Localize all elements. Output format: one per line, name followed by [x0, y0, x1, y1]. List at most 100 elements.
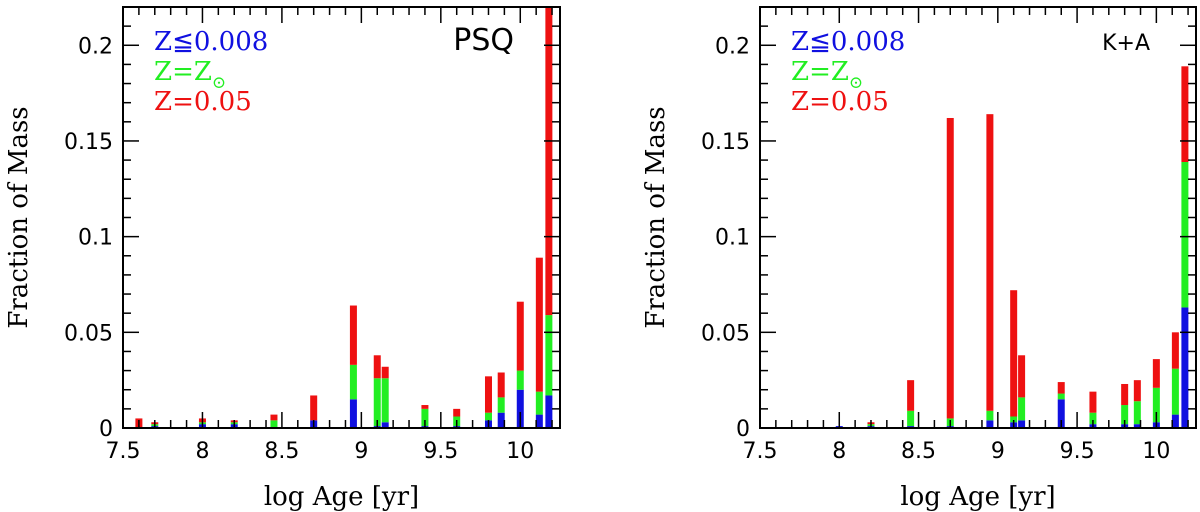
bar-solar	[1181, 162, 1189, 308]
bar-solar	[1018, 397, 1026, 421]
bar-metal-rich	[373, 355, 381, 379]
legend-entry: Z=Z⊙	[791, 57, 863, 93]
x-axis-title: log Age [yr]	[900, 482, 1055, 512]
bar-metal-rich	[1181, 66, 1189, 163]
bar-metal-rich	[497, 372, 505, 398]
legend-entry-text: Z=Z	[154, 57, 212, 87]
bar-metal-poor	[986, 420, 994, 428]
bar-metal-poor	[349, 399, 357, 428]
bar-metal-rich	[1133, 380, 1141, 402]
bar-metal-rich	[1018, 355, 1026, 398]
bar-solar	[986, 410, 994, 421]
legend-entry-text: Z=0.05	[791, 87, 889, 117]
legend-entry-text: Z≦0.008	[154, 27, 268, 57]
legend-entry-subscript: ⊙	[212, 73, 226, 93]
legend-entry: Z≦0.008	[791, 27, 905, 57]
y-tick-label: 0.1	[715, 226, 750, 251]
bar-metal-rich	[1010, 290, 1018, 417]
x-tick-label: 7.5	[106, 439, 141, 464]
x-tick-label: 8	[832, 439, 846, 464]
x-tick-label: 9	[991, 439, 1005, 464]
bar-metal-rich	[484, 376, 492, 413]
y-axis-title: Fraction of Mass	[641, 106, 671, 328]
panel-label: PSQ	[453, 23, 514, 58]
bar-metal-rich	[381, 366, 389, 379]
legend-entry: Z=0.05	[791, 87, 889, 117]
y-tick-label: 0.15	[64, 130, 113, 155]
bar-solar	[545, 315, 553, 396]
bar-metal-poor	[535, 414, 543, 428]
bar-metal-rich	[535, 257, 543, 392]
bar-metal-rich	[545, 7, 553, 316]
bar-solar	[270, 420, 278, 428]
bar-metal-rich	[946, 117, 954, 419]
bar-metal-rich	[270, 414, 278, 421]
bars	[835, 66, 1189, 428]
bar-metal-poor	[545, 395, 553, 428]
panel-psq: 7.5 8 8.5 9 9.5 10 0 0.05 0.1 0.15 0.2 log Age [yr]…	[4, 6, 561, 512]
y-tick-label: 0	[736, 417, 750, 442]
bar-solar	[1057, 393, 1065, 400]
bar-solar	[1121, 405, 1129, 425]
legend-entry-text: Z≦0.008	[791, 27, 905, 57]
y-tick-label: 0.05	[701, 321, 750, 346]
bar-solar	[1089, 412, 1097, 425]
bar-solar	[421, 408, 429, 427]
x-tick-label: 10	[506, 439, 534, 464]
panel-ka: 7.5 8 8.5 9 9.5 10 0 0.05 0.1 0.15 0.2 log Age [yr]…	[641, 6, 1197, 512]
bar-metal-rich	[421, 405, 429, 409]
x-tick-label: 10	[1142, 439, 1170, 464]
bar-solar	[381, 378, 389, 423]
bar-metal-rich	[1121, 383, 1129, 406]
bar-solar	[1133, 401, 1141, 425]
x-tick-label: 8.5	[264, 439, 299, 464]
bar-metal-poor	[1018, 420, 1026, 428]
bar-solar	[497, 397, 505, 413]
legend-entry: Z=0.05	[154, 87, 252, 117]
legend-entry-text: Z=Z	[791, 57, 849, 87]
bar-metal-rich	[310, 395, 318, 421]
y-tick-label: 0.15	[701, 130, 750, 155]
legend-entry: Z≦0.008	[154, 27, 268, 57]
bar-metal-rich	[1171, 332, 1179, 369]
bar-solar	[1171, 368, 1179, 415]
bar-metal-poor	[1133, 424, 1141, 428]
bar-metal-rich	[516, 301, 524, 371]
bar-metal-poor	[516, 389, 524, 428]
bar-metal-poor	[1181, 307, 1189, 428]
bar-metal-poor	[497, 412, 505, 428]
legend-entry-text: Z=0.05	[154, 87, 252, 117]
x-tick-label: 9	[354, 439, 368, 464]
bar-solar	[349, 364, 357, 400]
x-tick-label: 9.5	[423, 439, 458, 464]
y-tick-label: 0	[99, 417, 113, 442]
bar-metal-poor	[1057, 399, 1065, 428]
y-tick-label: 0.2	[78, 34, 113, 59]
bar-solar	[1010, 416, 1018, 423]
panel-label: K+A	[1102, 31, 1150, 56]
bar-metal-rich	[1152, 359, 1160, 388]
y-tick-label: 0.2	[715, 34, 750, 59]
x-tick-label: 7.5	[743, 439, 778, 464]
y-axis-title: Fraction of Mass	[4, 106, 34, 328]
legend-entry: Z=Z⊙	[154, 57, 226, 93]
bar-solar	[907, 410, 915, 427]
bar-metal-rich	[1089, 391, 1097, 413]
y-tick-label: 0.05	[64, 321, 113, 346]
bar-solar	[484, 412, 492, 421]
bar-metal-rich	[907, 380, 915, 411]
bar-metal-rich	[453, 408, 461, 417]
x-tick-label: 9.5	[1060, 439, 1095, 464]
bar-metal-poor	[381, 422, 389, 428]
bar-solar	[373, 378, 381, 427]
bars	[135, 7, 553, 428]
legend-entry-subscript: ⊙	[849, 73, 863, 93]
bar-solar	[535, 391, 543, 415]
bar-metal-poor	[1171, 414, 1179, 428]
x-tick-label: 8	[195, 439, 209, 464]
bar-solar	[1152, 387, 1160, 423]
x-tick-label: 8.5	[901, 439, 936, 464]
bar-metal-rich	[986, 114, 994, 411]
x-axis-title: log Age [yr]	[264, 482, 419, 512]
